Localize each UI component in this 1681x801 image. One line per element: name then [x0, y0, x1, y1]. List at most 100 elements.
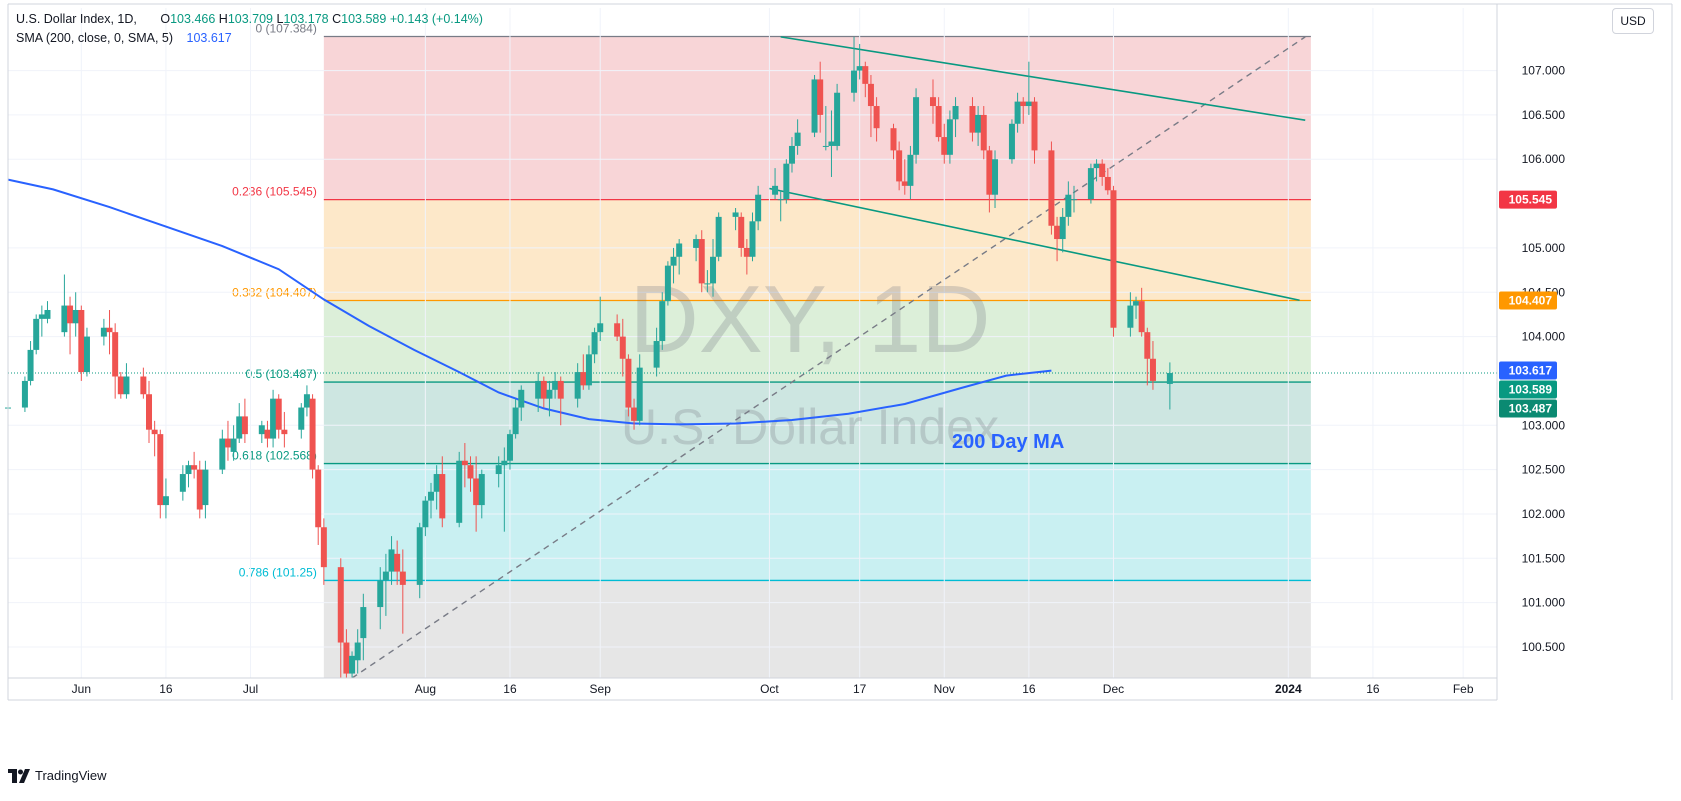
candle-body [992, 159, 999, 195]
grid [8, 8, 1497, 678]
candle [1099, 159, 1106, 186]
candle-body [1104, 176, 1111, 191]
candle-body [873, 106, 880, 129]
candle [585, 345, 592, 390]
candle [1065, 181, 1072, 226]
candle [856, 43, 863, 80]
candle [693, 234, 700, 262]
x-tick-label: Oct [760, 682, 779, 696]
candle-body [303, 394, 310, 408]
fib-zone-0.236 [323, 199, 1311, 301]
candle [219, 429, 226, 475]
candle-body [574, 372, 581, 399]
candle-body [862, 66, 869, 84]
candle-body [732, 212, 739, 217]
candle [755, 185, 762, 231]
price-label: 104.407 [1499, 291, 1557, 310]
candle [428, 482, 435, 519]
candle [270, 389, 277, 448]
candle [275, 394, 282, 439]
candle [100, 318, 107, 346]
candle-body [428, 491, 435, 501]
price-label: 105.545 [1499, 190, 1557, 209]
candle [61, 274, 68, 337]
candle [788, 137, 795, 173]
candle [834, 83, 841, 151]
fib-label-0.5: 0.5 (103.487) [245, 367, 316, 381]
y-tick-label: 106.500 [1522, 108, 1566, 122]
candle [636, 354, 643, 426]
legend-sma-label: SMA (200, close, 0, SMA, 5) [16, 31, 174, 45]
candle [552, 372, 559, 399]
candle-body [710, 256, 717, 284]
candle-body [123, 376, 130, 395]
candle [676, 239, 683, 275]
y-tick-label: 106.000 [1522, 152, 1566, 166]
candle [354, 629, 361, 674]
currency-button[interactable]: USD [1612, 8, 1654, 34]
candle-body [777, 199, 784, 201]
x-tick-label: Jul [243, 682, 258, 696]
candle [743, 239, 750, 275]
price-label-text: 105.545 [1509, 193, 1553, 207]
candle [382, 553, 389, 616]
legend-high-label: H [218, 12, 228, 26]
candle-body [986, 150, 993, 195]
candle [518, 385, 525, 421]
candle-body [580, 372, 587, 386]
candle [535, 372, 542, 412]
candle [913, 88, 920, 164]
candle-body [461, 460, 468, 466]
candle [433, 465, 440, 510]
tradingview-logo-icon [8, 768, 30, 783]
axes: 107.000106.500106.000105.000104.500104.0… [7, 3, 1673, 701]
candle-body [941, 137, 948, 155]
candle-body [1054, 225, 1061, 240]
candle [162, 478, 169, 519]
candle-body [67, 305, 74, 324]
tradingview-logo[interactable]: TradingView [8, 768, 107, 783]
x-tick-label: Dec [1103, 682, 1124, 696]
price-label-text: 103.617 [1509, 364, 1553, 378]
candle-body [377, 580, 384, 608]
candle [343, 629, 350, 678]
candle-body [157, 434, 164, 506]
candle [202, 460, 209, 519]
candle [236, 403, 243, 444]
candle [946, 110, 953, 164]
candle-body [151, 429, 158, 435]
candle-body [619, 336, 626, 359]
candle [258, 420, 265, 444]
candle [935, 97, 942, 142]
candle [1166, 362, 1173, 410]
candle [1048, 141, 1055, 235]
watermark-title: DXY, 1D [629, 266, 990, 373]
candle [123, 363, 130, 399]
candle [664, 261, 671, 306]
candle-body [439, 474, 446, 519]
candle [783, 159, 790, 204]
x-tick-label: 16 [1366, 682, 1380, 696]
candle-body [743, 247, 750, 257]
candle-body [952, 106, 959, 120]
candle [619, 318, 626, 377]
candle [303, 385, 310, 417]
x-tick-label: 16 [159, 682, 173, 696]
candle-body [354, 642, 361, 661]
channel-line-2 [769, 187, 1300, 302]
candle-body [117, 376, 124, 395]
price-label-text: 104.407 [1509, 294, 1553, 308]
candle [422, 496, 429, 537]
candle [478, 469, 485, 519]
candle-body [281, 429, 288, 435]
candle [157, 429, 164, 519]
candle-body [1025, 101, 1032, 107]
candle [388, 536, 395, 585]
candle [1144, 327, 1151, 386]
candle-body [755, 194, 762, 222]
candle-body [33, 318, 40, 350]
tradingview-logo-text: TradingView [35, 768, 107, 783]
price-label-bg [1499, 399, 1557, 418]
candle-body [140, 376, 147, 395]
